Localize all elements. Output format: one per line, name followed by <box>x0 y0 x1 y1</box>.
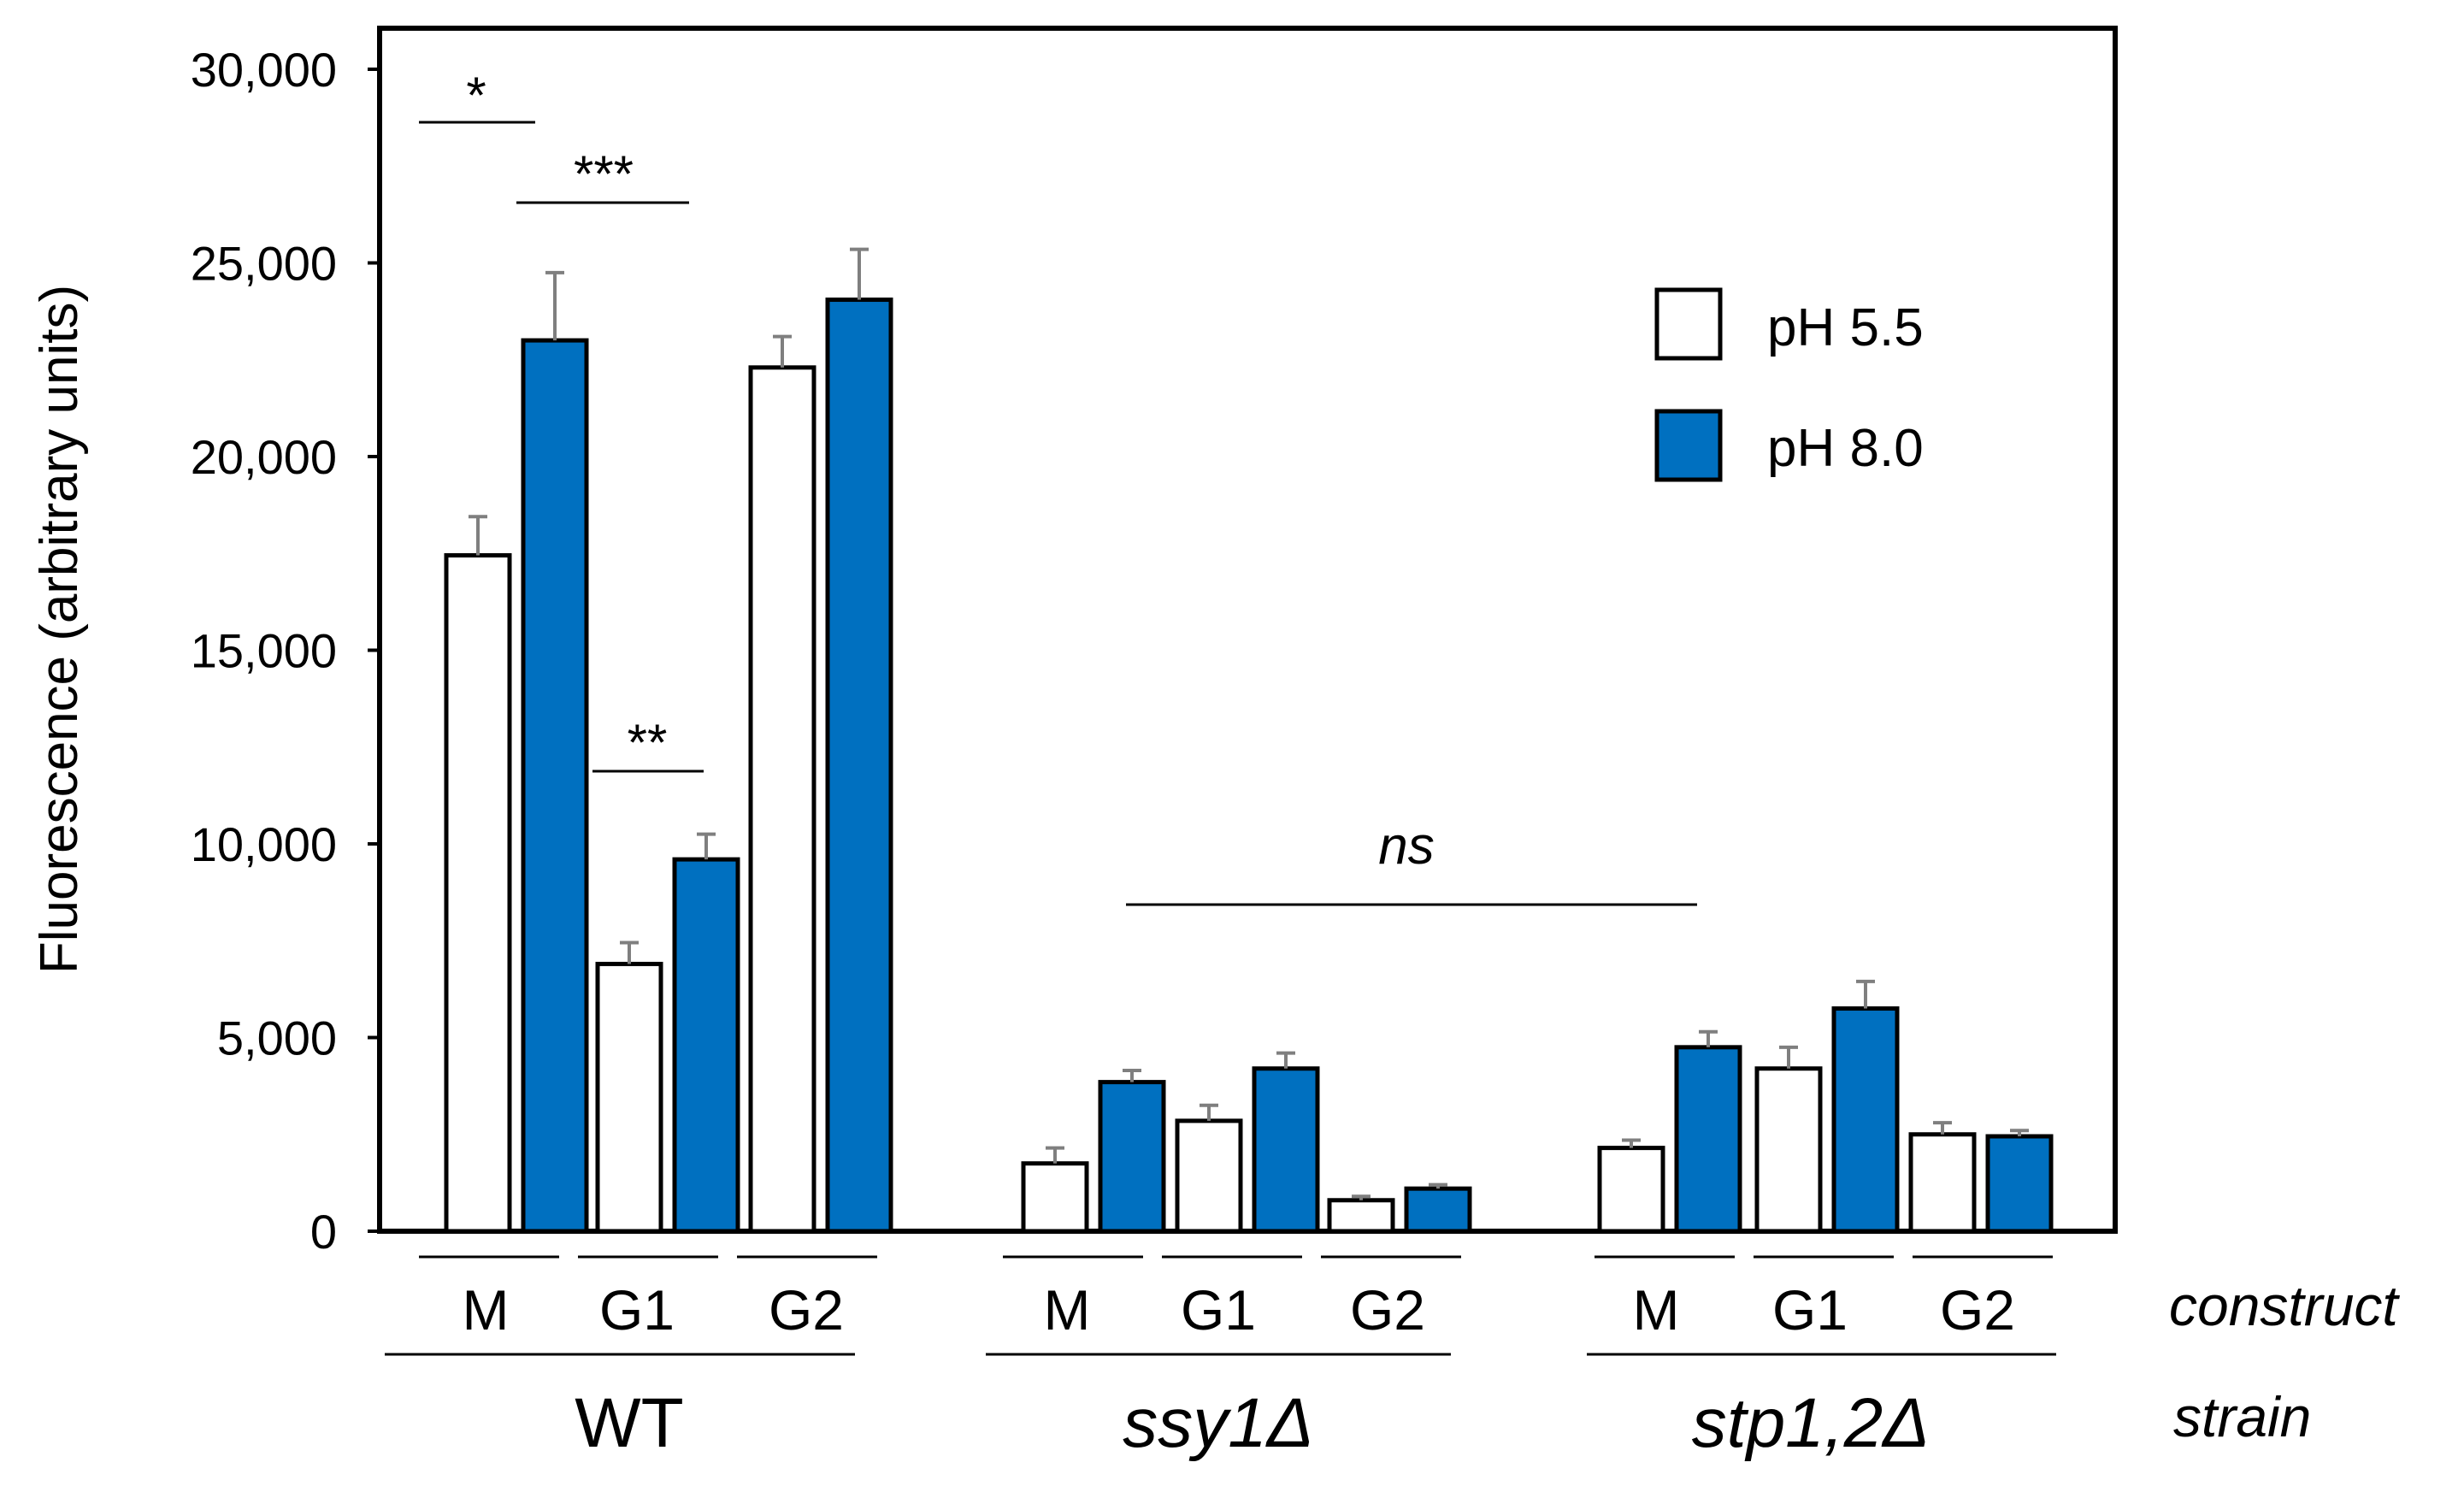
bar <box>1327 1198 1395 1234</box>
strain-label-wt: WT <box>575 1384 683 1462</box>
strain-label-ssy1: ssy1Δ <box>1123 1384 1314 1462</box>
bar <box>595 961 663 1234</box>
y-axis-title: Fluorescence (arbitrary units) <box>30 285 89 974</box>
bars-layer <box>444 298 2054 1234</box>
y-tick-label: 10,000 <box>191 817 337 871</box>
y-tick-label: 15,000 <box>191 624 337 678</box>
bar <box>1098 1080 1166 1234</box>
construct-label-wt-g1: G1 <box>599 1278 675 1342</box>
legend-swatch-ph80 <box>1654 409 1723 482</box>
bar <box>444 553 512 1234</box>
construct-label-stp12-g2: G2 <box>1940 1278 2015 1342</box>
legend: pH 5.5 pH 8.0 <box>1654 287 1924 482</box>
bar <box>672 857 740 1234</box>
strain-label-stp12: stp1,2Δ <box>1692 1384 1930 1462</box>
construct-label-wt-g2: G2 <box>769 1278 844 1342</box>
y-tick-label: 0 <box>310 1205 337 1259</box>
bar <box>521 338 589 1234</box>
bar <box>1754 1066 1823 1234</box>
legend-label-ph55: pH 5.5 <box>1767 298 1924 357</box>
bar <box>1021 1161 1089 1234</box>
bar <box>825 298 893 1234</box>
bar <box>1831 1006 1900 1234</box>
error-bars-layer <box>469 247 2029 1200</box>
plot-frame <box>377 26 2118 1234</box>
legend-swatch-ph55 <box>1654 287 1723 361</box>
construct-label-wt-m: M <box>463 1278 510 1342</box>
construct-row-label: construct <box>2169 1274 2400 1337</box>
bar <box>1175 1118 1243 1234</box>
construct-label-stp12-m: M <box>1633 1278 1680 1342</box>
y-tick-label: 25,000 <box>191 237 337 291</box>
construct-label-stp12-g1: G1 <box>1772 1278 1848 1342</box>
significance-annotations: * *** ** ns <box>419 67 1697 906</box>
construct-label-ssy1-m: M <box>1044 1278 1091 1342</box>
bar <box>748 365 816 1234</box>
construct-labels: M G1 G2 M G1 G2 M G1 G2 construct <box>419 1255 2400 1342</box>
y-axis: 0 5,000 10,000 15,000 20,000 25,000 30,000 <box>191 43 380 1259</box>
sig-label-star3: *** <box>574 145 634 203</box>
bar <box>1597 1146 1665 1234</box>
y-tick-label: 5,000 <box>217 1011 337 1065</box>
y-tick-label: 30,000 <box>191 43 337 97</box>
strain-labels: WT ssy1Δ stp1,2Δ strain <box>385 1353 2311 1462</box>
bar <box>1404 1186 1472 1234</box>
sig-label-star1: * <box>466 67 486 124</box>
sig-label-ns: ns <box>1378 817 1434 876</box>
construct-label-ssy1-g2: G2 <box>1350 1278 1425 1342</box>
y-tick-label: 20,000 <box>191 430 337 484</box>
legend-label-ph80: pH 8.0 <box>1767 419 1924 478</box>
bar <box>1908 1132 1977 1234</box>
bar <box>1985 1134 2054 1234</box>
construct-label-ssy1-g1: G1 <box>1181 1278 1256 1342</box>
bar <box>1252 1066 1320 1234</box>
strain-row-label: strain <box>2173 1385 2311 1448</box>
sig-label-star2: ** <box>628 714 668 771</box>
bar <box>1674 1045 1742 1234</box>
